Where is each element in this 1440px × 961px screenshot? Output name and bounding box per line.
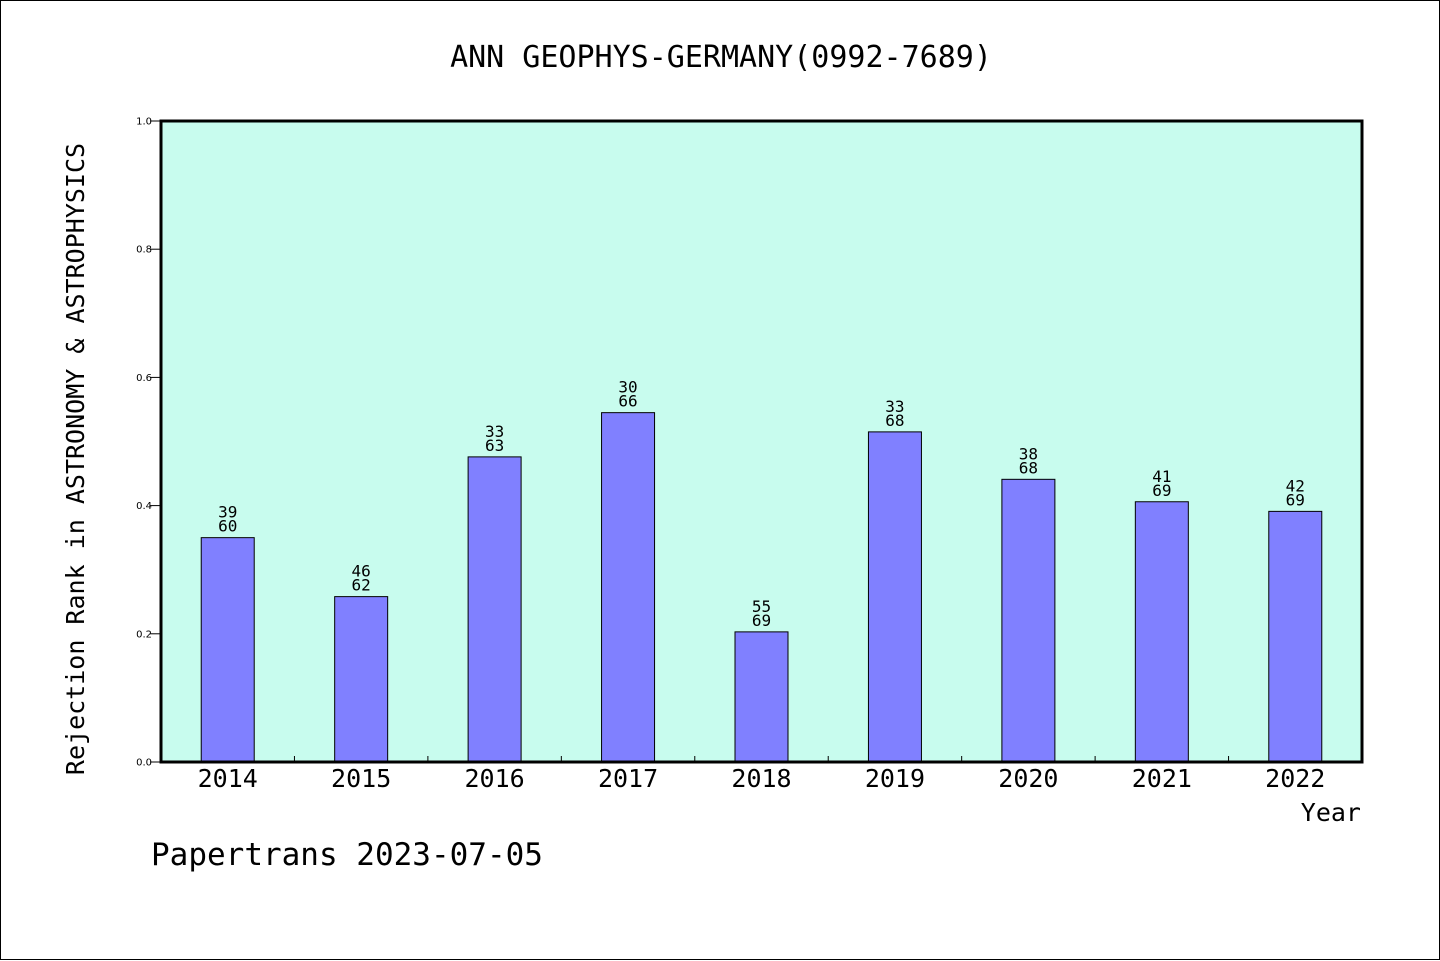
bar-label-top-2015: 46	[352, 562, 371, 581]
bar-label-top-2018: 55	[752, 597, 771, 616]
bar-2020	[1001, 478, 1056, 763]
bars-group	[200, 412, 1323, 763]
bar-2014	[200, 537, 255, 763]
bar-label-bottom-2016: 63	[485, 436, 504, 455]
y-axis-label: Rejection Rank in ASTRONOMY & ASTROPHYSI…	[61, 143, 90, 775]
bar-label-top-2022: 42	[1286, 476, 1305, 495]
bar-label-bottom-2018: 69	[752, 611, 771, 630]
bar-label-top-2017: 30	[618, 378, 637, 397]
x-category-label-2015: 2015	[331, 764, 391, 793]
bar-label-bottom-2019: 68	[885, 411, 904, 430]
bar-label-bottom-2021: 69	[1152, 481, 1171, 500]
bar-label-bottom-2022: 69	[1286, 490, 1305, 509]
bar-label-top-2020: 38	[1019, 444, 1038, 463]
x-category-label-2020: 2020	[998, 764, 1058, 793]
x-category-label-2017: 2017	[598, 764, 658, 793]
footer-text: Papertrans 2023-07-05	[151, 837, 543, 873]
bar-label-bottom-2014: 60	[218, 517, 237, 536]
y-tick-label: 0.8	[136, 245, 152, 256]
bar-2016	[467, 456, 522, 763]
y-tick-label: 0.6	[136, 373, 152, 384]
y-tick-label: 1.0	[136, 117, 152, 128]
plot-border	[159, 119, 1364, 764]
y-tick-label: 0.4	[136, 501, 152, 512]
bar-label-bottom-2015: 62	[352, 576, 371, 595]
bar-label-top-2021: 41	[1152, 467, 1171, 486]
bar-label-bottom-2017: 66	[618, 392, 637, 411]
x-category-label-2014: 2014	[198, 764, 258, 793]
y-axis-ticks: 0.0 0.2 0.4 0.6 0.8 1.0	[136, 117, 161, 769]
bar-2022	[1268, 510, 1323, 763]
x-axis-label: Year	[1301, 798, 1361, 827]
x-category-label-2022: 2022	[1265, 764, 1325, 793]
y-tick-label: 0.2	[136, 629, 152, 640]
bar-label-top-2016: 33	[485, 422, 504, 441]
x-category-label-2018: 2018	[731, 764, 791, 793]
bar-2015	[334, 596, 389, 763]
x-category-label-2019: 2019	[865, 764, 925, 793]
bar-label-top-2019: 33	[885, 397, 904, 416]
bar-2017	[601, 412, 656, 763]
bar-2019	[867, 431, 922, 763]
x-category-label-2016: 2016	[465, 764, 525, 793]
bar-label-top-2014: 39	[218, 503, 237, 522]
y-tick-label: 0.0	[136, 758, 152, 769]
x-category-label-2021: 2021	[1132, 764, 1192, 793]
chart-title: ANN GEOPHYS-GERMANY(0992-7689)	[450, 40, 992, 75]
bar-label-bottom-2020: 68	[1019, 458, 1038, 477]
bar-2018	[734, 631, 789, 763]
x-category-labels: 2014 2015 2016 2017 2018 2019 2020 2021 2022	[198, 764, 1326, 793]
bar-2021	[1134, 501, 1189, 763]
